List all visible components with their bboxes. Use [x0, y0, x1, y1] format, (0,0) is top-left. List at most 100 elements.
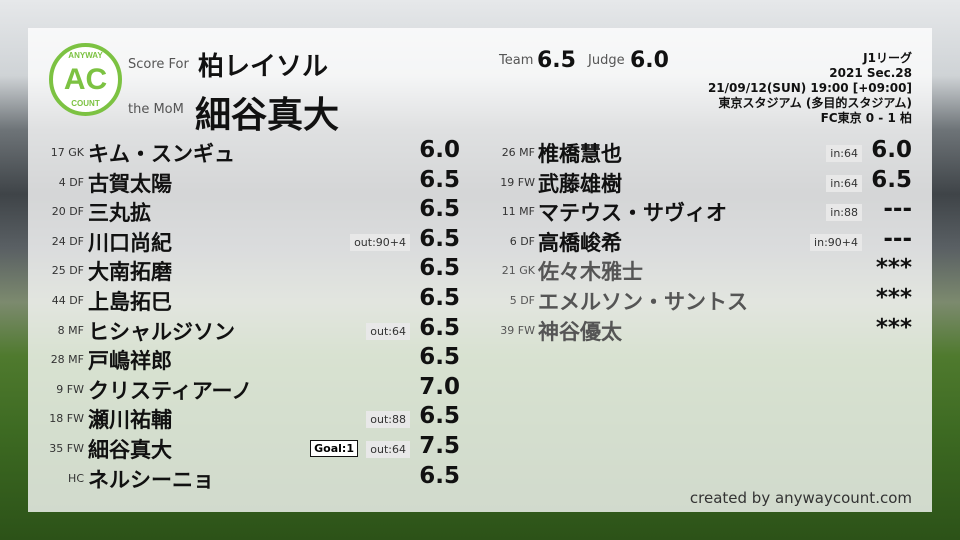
player-name: 高橋峻希 — [538, 230, 622, 255]
starter-row: 35 FW 細谷真大 Goal:1 out:64 7.5 — [0, 433, 480, 462]
player-score: 6.5 — [419, 314, 460, 341]
starter-row: HC ネルシーニョ 6.5 — [0, 462, 480, 492]
player-name: クリスティアーノ — [88, 378, 253, 403]
player-name: ヒシャルジソン — [88, 319, 235, 344]
player-number: 19 FW — [500, 175, 535, 189]
player-score: *** — [875, 285, 912, 311]
player-score: 6.5 — [419, 285, 460, 311]
player-score: 6.5 — [419, 462, 460, 489]
player-number: 26 MF — [501, 146, 535, 159]
sub-row: 19 FW 武藤雄樹 in:64 6.5 — [450, 166, 930, 196]
sub-badge: out:64 — [366, 441, 410, 458]
credit: created by anywaycount.com — [689, 489, 912, 507]
starter-row: 8 MF ヒシャルジソン out:64 6.5 — [0, 314, 480, 344]
starter-row: 9 FW クリスティアーノ 7.0 — [0, 373, 480, 403]
player-name: 大南拓磨 — [88, 260, 172, 285]
player-name: マテウス・サヴィオ — [538, 201, 727, 226]
player-name: 三丸拡 — [88, 201, 151, 226]
panel — [28, 28, 932, 512]
logo-text-bottom: COUNT — [71, 99, 100, 108]
player-score: 6.5 — [871, 166, 912, 193]
player-name: 椎橋慧也 — [538, 142, 622, 166]
team-score: 6.5 — [537, 48, 576, 73]
sub-badge: in:64 — [826, 174, 862, 192]
player-number: HC — [68, 471, 84, 485]
player-name: 武藤雄樹 — [538, 171, 622, 196]
player-score: *** — [875, 314, 912, 341]
player-number: 11 MF — [501, 205, 535, 219]
sub-badge: in:64 — [826, 145, 862, 162]
result: FC東京 0 - 1 柏 — [820, 111, 912, 125]
player-name: 瀬川祐輔 — [88, 408, 172, 433]
player-number: 20 DF — [51, 205, 84, 219]
sub-row: 39 FW 神谷優太 *** — [450, 314, 930, 344]
venue: 東京スタジアム (多目的スタジアム) — [718, 96, 912, 110]
player-score: 6.5 — [419, 196, 460, 223]
mom-label: the MoM — [128, 102, 184, 117]
starter-row: 20 DF 三丸拡 6.5 — [0, 196, 480, 226]
judge-label: Judge — [588, 53, 625, 68]
sub-row: 11 MF マテウス・サヴィオ in:88 --- — [450, 196, 930, 226]
player-score: *** — [875, 255, 912, 282]
player-score: 7.5 — [419, 433, 460, 459]
player-number: 5 DF — [509, 294, 535, 307]
sub-row: 5 DF エメルソン・サントス *** — [450, 285, 930, 314]
league: J1リーグ — [863, 51, 912, 65]
player-name: キム・スンギュ — [88, 142, 235, 166]
starter-row: 44 DF 上島拓巳 6.5 — [0, 285, 480, 314]
mom-name: 細谷真大 — [195, 95, 340, 136]
player-score: 6.0 — [419, 137, 460, 163]
sub-row: 26 MF 椎橋慧也 in:64 6.0 — [450, 137, 930, 166]
starter-row: 18 FW 瀬川祐輔 out:88 6.5 — [0, 403, 480, 433]
sub-row: 6 DF 高橋峻希 in:90+4 --- — [450, 225, 930, 255]
score-for-label: Score For — [128, 57, 189, 72]
player-number: 28 MF — [50, 353, 84, 367]
starter-row: 25 DF 大南拓磨 6.5 — [0, 255, 480, 285]
player-number: 25 DF — [51, 264, 84, 278]
match-info: J1リーグ 2021 Sec.28 21/09/12(SUN) 19:00 [+… — [708, 51, 912, 126]
player-number: 21 GK — [501, 264, 535, 278]
starter-row: 17 GK キム・スンギュ 6.0 — [0, 137, 480, 166]
player-number: 8 MF — [57, 323, 84, 337]
player-number: 24 DF — [51, 234, 84, 248]
starter-row: 4 DF 古賀太陽 6.5 — [0, 166, 480, 196]
starter-row: 28 MF 戸嶋祥郎 6.5 — [0, 344, 480, 374]
player-score: --- — [883, 196, 912, 223]
player-number: 35 FW — [49, 442, 84, 455]
player-number: 9 FW — [56, 382, 84, 396]
player-score: 6.0 — [871, 137, 912, 163]
player-name: 古賀太陽 — [88, 171, 172, 196]
sub-badge: out:88 — [366, 411, 410, 429]
player-name: エメルソン・サントス — [538, 290, 748, 314]
player-name: 佐々木雅士 — [538, 260, 643, 285]
datetime: 21/09/12(SUN) 19:00 [+09:00] — [707, 81, 912, 95]
player-score: 7.0 — [419, 373, 460, 400]
anywaycount-logo: ANYWAY AC COUNT — [49, 43, 122, 116]
player-number: 17 GK — [50, 146, 84, 159]
goal-badge: Goal:1 — [310, 440, 358, 457]
logo-text-top: ANYWAY — [68, 51, 103, 60]
player-name: 戸嶋祥郎 — [88, 349, 172, 374]
sub-badge: in:90+4 — [810, 233, 862, 251]
player-number: 44 DF — [51, 294, 84, 307]
starter-row: 24 DF 川口尚紀 out:90+4 6.5 — [0, 225, 480, 255]
player-name: 上島拓巳 — [88, 290, 172, 314]
player-name: ネルシーニョ — [88, 467, 214, 492]
sub-row: 21 GK 佐々木雅士 *** — [450, 255, 930, 285]
player-score: 6.5 — [419, 166, 460, 193]
player-number: 6 DF — [509, 234, 535, 248]
player-score: 6.5 — [419, 344, 460, 371]
player-score: --- — [883, 225, 912, 252]
player-number: 39 FW — [500, 323, 535, 337]
player-number: 4 DF — [58, 175, 84, 189]
player-score: 6.5 — [419, 255, 460, 282]
team-label: Team — [499, 53, 534, 68]
team-name: 柏レイソル — [198, 52, 329, 82]
logo-text-mid: AC — [63, 62, 108, 96]
sub-badge: out:64 — [366, 322, 410, 340]
player-score: 6.5 — [419, 403, 460, 430]
player-name: 川口尚紀 — [88, 230, 172, 255]
player-score: 6.5 — [419, 225, 460, 252]
player-name: 神谷優太 — [538, 319, 622, 344]
player-number: 18 FW — [49, 412, 84, 426]
